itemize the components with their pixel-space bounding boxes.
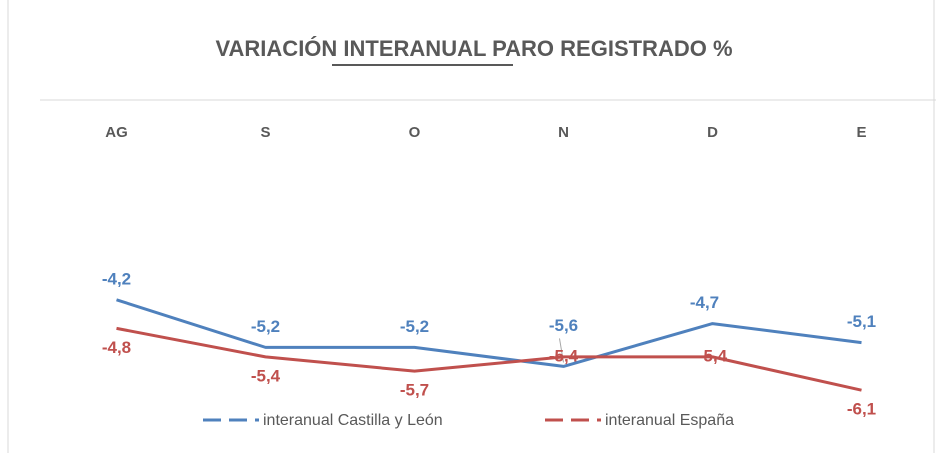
data-label: -5,2 xyxy=(400,317,429,336)
x-tick-label: O xyxy=(409,124,421,141)
data-label: -5,6 xyxy=(549,316,578,335)
x-tick-label: N xyxy=(558,124,569,141)
x-tick-label: E xyxy=(856,124,866,141)
data-label: -4,2 xyxy=(102,269,131,288)
leader-line xyxy=(559,338,564,363)
data-label: -5,4 xyxy=(251,366,281,385)
series-line xyxy=(116,326,862,392)
chart-border xyxy=(7,0,935,453)
x-tick-label: AG xyxy=(105,124,128,141)
data-label: -5,2 xyxy=(251,317,280,336)
chart-title: VARIACIÓN INTERANUAL PARO REGISTRADO % xyxy=(215,36,732,61)
data-label: -4,8 xyxy=(102,338,131,357)
x-tick-label: D xyxy=(707,124,718,141)
data-label: -5,7 xyxy=(400,381,429,400)
data-label: -5,1 xyxy=(847,312,876,331)
legend-label: interanual Castilla y León xyxy=(263,412,443,429)
data-label: -6,1 xyxy=(847,400,876,419)
data-label: -5,4 xyxy=(549,346,579,365)
data-label: -4,7 xyxy=(690,293,719,312)
series-line xyxy=(116,298,862,368)
legend-label: interanual España xyxy=(605,412,734,429)
x-tick-label: S xyxy=(260,124,270,141)
data-label: -5,4 xyxy=(698,346,728,365)
